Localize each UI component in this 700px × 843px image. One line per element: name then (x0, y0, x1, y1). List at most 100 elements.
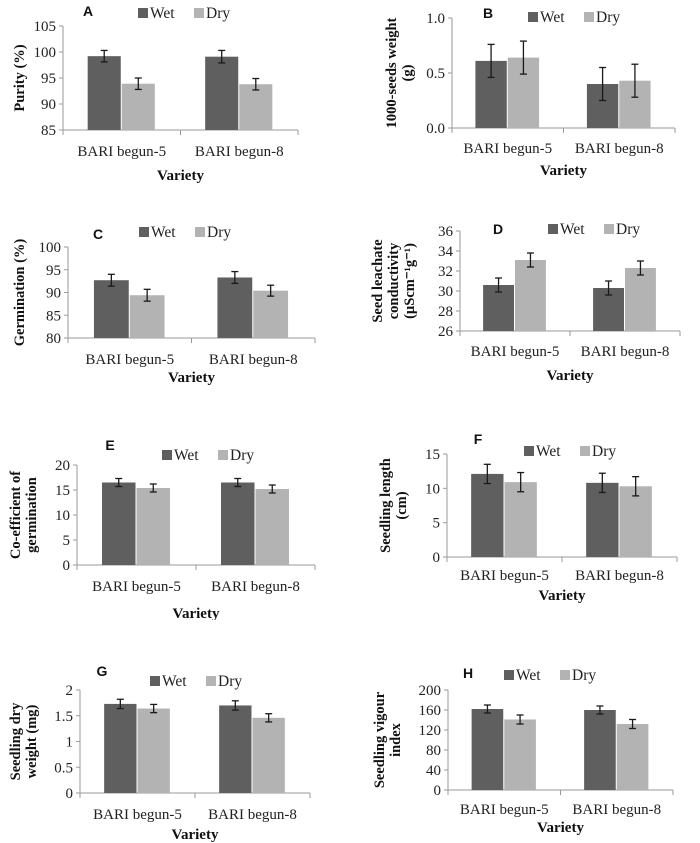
x-axis-title: Variety (540, 163, 587, 179)
bar-wet-1 (205, 56, 239, 130)
bar-wet-1 (586, 482, 619, 557)
y-tick-label: 28 (438, 304, 453, 320)
legend-label-wet: Wet (536, 443, 561, 460)
chart-panel-g: G 0 0.5 1 1.5 2 BARI begun-5 BARI begun-8 Variet… (8, 663, 311, 843)
bar-dry-1 (616, 724, 649, 790)
panel-label-c: C (93, 226, 103, 242)
x-category-label: BARI begun-8 (575, 141, 664, 157)
y-tick-label: 105 (34, 19, 57, 35)
error-bar-dry-1 (636, 260, 644, 276)
y-axis-title: index (388, 722, 404, 757)
y-axis-title: Germination (%) (12, 239, 28, 347)
legend-label-dry: Dry (572, 667, 596, 684)
chart-panel-b: B 0.0 0.5 1.0 BARI begun-5 BARI begun-8 Variet… (384, 5, 676, 179)
y-tick-label: 95 (41, 71, 56, 87)
error-bar-wet-1 (605, 280, 613, 296)
x-category-label: BARI begun-8 (575, 568, 664, 584)
bar-dry-0 (504, 482, 537, 557)
error-bar-wet-1 (598, 472, 606, 494)
bar-dry-0 (136, 488, 171, 565)
y-tick-label: 15 (425, 447, 440, 463)
y-tick-label: 20 (55, 458, 70, 474)
y-tick-label: 0.0 (426, 121, 445, 137)
y-axis-title: (cm) (394, 491, 410, 519)
y-tick-label: 0 (66, 786, 74, 802)
error-bar-wet-0 (487, 43, 495, 79)
chart-panel-a: A 85 90 95 100 105 BARI begun-5 BARI begun-8 Var… (12, 3, 299, 184)
x-category-label: BARI begun-5 (77, 144, 166, 160)
error-bar-dry-1 (631, 63, 639, 98)
x-axis-title: Variety (173, 606, 220, 620)
legend-swatch-dry (584, 12, 594, 22)
x-category-label: BARI begun-8 (581, 344, 670, 360)
bar-wet-1 (219, 705, 252, 793)
y-tick-label: 0.5 (54, 760, 73, 776)
y-tick-label: 34 (438, 244, 454, 260)
legend-label-dry: Dry (218, 673, 242, 690)
legend-label-wet: Wet (150, 5, 175, 22)
y-tick-label: 5 (433, 516, 441, 532)
x-category-label: BARI begun-5 (85, 352, 174, 368)
bar-wet-1 (217, 277, 253, 338)
error-bar-wet-0 (483, 463, 491, 485)
legend-swatch-dry (194, 8, 204, 18)
legend-label-wet: Wet (151, 224, 176, 241)
error-bar-wet-1 (596, 705, 604, 715)
legend-label-dry: Dry (206, 5, 230, 22)
x-category-label: BARI begun-5 (92, 579, 181, 595)
legend-label-dry: Dry (616, 221, 640, 238)
y-axis-title: 1000-seeds weight (384, 17, 400, 128)
bar-dry-0 (137, 708, 170, 793)
error-bar-wet-1 (218, 49, 226, 64)
y-tick-label: 36 (438, 224, 454, 240)
bar-wet-1 (220, 482, 255, 565)
y-tick-label: 120 (419, 723, 442, 739)
x-category-label: BARI begun-5 (93, 807, 182, 823)
x-axis-title: Variety (157, 168, 204, 184)
chart-panel-h: H 0 40 80 120 160 200 BARI begun-5 BARI begun-8 V… (372, 665, 674, 836)
chart-panel-e: E 0 5 10 15 20 BARI begun-5 BARI begun-8 Variety… (8, 437, 316, 620)
bar-dry-1 (252, 717, 285, 793)
error-bar-wet-0 (100, 49, 108, 63)
y-tick-label: 160 (419, 703, 442, 719)
y-tick-label: 10 (425, 481, 440, 497)
legend-swatch-wet (162, 450, 172, 460)
error-bar-dry-0 (134, 77, 142, 91)
legend-label-wet: Wet (162, 673, 187, 690)
legend-swatch-dry (560, 670, 570, 680)
y-tick-label: 100 (34, 45, 57, 61)
y-tick-label: 80 (426, 743, 441, 759)
error-bar-wet-1 (599, 66, 607, 102)
y-axis-title: germination (24, 477, 40, 553)
y-tick-label: 100 (39, 240, 62, 256)
error-bar-dry-0 (517, 471, 525, 493)
legend-b: Wet Dry (528, 9, 620, 26)
legend-f: Wet Dry (524, 443, 616, 460)
error-bar-dry-0 (149, 483, 157, 493)
legend-swatch-dry (604, 224, 614, 234)
legend-h: Wet Dry (504, 667, 596, 684)
error-bar-dry-0 (526, 252, 534, 268)
bar-dry-1 (619, 486, 652, 557)
y-tick-label: 1.0 (426, 11, 445, 27)
y-tick-label: 95 (46, 263, 61, 279)
legend-label-wet: Wet (174, 447, 199, 464)
error-bar-wet-0 (495, 277, 503, 293)
chart-panel-d: D 26 28 30 32 34 36 BARI begun-5 BARI begun-8 Var… (370, 221, 681, 384)
legend-label-dry: Dry (592, 443, 616, 460)
error-bar-wet-0 (483, 704, 491, 714)
y-tick-label: 32 (438, 264, 453, 280)
legend-c: Wet Dry (139, 224, 231, 241)
x-category-label: BARI begun-8 (209, 352, 298, 368)
chart-panel-f: F 0 5 10 15 BARI begun-5 BARI begun-8 Variety Se… (378, 431, 678, 604)
legend-swatch-wet (139, 227, 149, 237)
y-tick-label: 40 (426, 763, 441, 779)
x-category-label: BARI begun-5 (463, 141, 552, 157)
bar-wet-0 (483, 285, 514, 331)
x-category-label: BARI begun-5 (471, 344, 560, 360)
error-bar-wet-1 (231, 270, 239, 285)
legend-swatch-dry (218, 450, 228, 460)
y-tick-label: 1.5 (54, 709, 73, 725)
legend-swatch-dry (206, 676, 216, 686)
y-tick-label: 2 (66, 683, 74, 699)
